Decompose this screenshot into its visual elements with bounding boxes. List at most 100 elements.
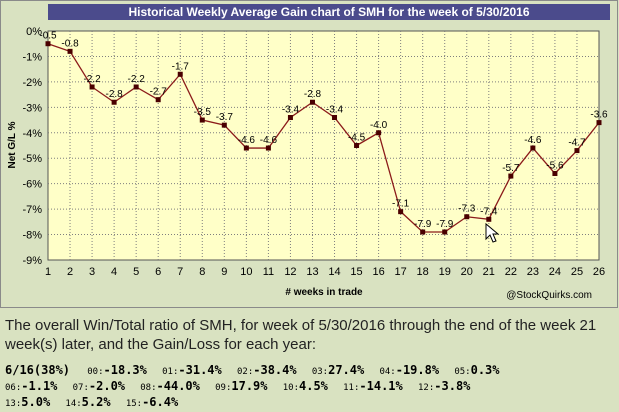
x-axis-label: # weeks in trade xyxy=(285,287,363,298)
data-label: -3.6 xyxy=(590,110,608,121)
x-tick-label: 12 xyxy=(284,266,296,278)
y-tick-label: -8% xyxy=(22,230,42,242)
win-ratio: 6/16(38%) xyxy=(5,363,71,377)
x-tick-label: 21 xyxy=(483,266,495,278)
year-result: 02:-38.4% xyxy=(236,363,297,377)
x-tick-label: 5 xyxy=(133,266,139,278)
year-result: 10:4.5% xyxy=(282,379,328,393)
year-result: 09:17.9% xyxy=(215,379,268,393)
data-label: -7.4 xyxy=(480,206,498,217)
x-tick-label: 20 xyxy=(461,266,473,278)
year-result: 04:-19.8% xyxy=(379,363,440,377)
tick-layer: 0%-1%-2%-3%-4%-5%-6%-7%-8%-9%1 2 3 4 5 6 7 8 9 10… xyxy=(22,26,605,278)
data-point xyxy=(464,214,470,220)
data-label: -2.7 xyxy=(150,87,168,98)
data-label: -7.1 xyxy=(392,199,410,210)
data-label: -2.8 xyxy=(106,89,124,100)
year-result: 14:5.2% xyxy=(65,395,111,409)
x-tick-label: 11 xyxy=(263,266,274,278)
data-point xyxy=(354,143,360,148)
data-label-layer: -0.5 -0.8 -2.2 -2.8 -2.2 -2.7 -1.7 -3.5 -3.7 -4.6… xyxy=(39,31,608,230)
x-tick-label: 8 xyxy=(199,266,205,278)
weekly-gain-chart: Historical Weekly Average Gain chart of … xyxy=(0,0,618,308)
y-axis-label: Net G/L % xyxy=(7,121,18,168)
data-label: -5.6 xyxy=(546,160,564,171)
yearly-results: 6/16(38%) 00:-18.3% 01:-31.4% 02:-38.4% … xyxy=(5,362,617,410)
data-label: -0.8 xyxy=(61,38,79,49)
data-label: -7.9 xyxy=(436,219,454,230)
x-tick-label: 19 xyxy=(439,266,451,278)
data-label: -3.4 xyxy=(282,105,300,116)
y-tick-label: -4% xyxy=(22,128,42,140)
x-tick-label: 2 xyxy=(67,266,73,278)
y-tick-label: 0% xyxy=(26,26,42,38)
series-layer xyxy=(45,41,602,235)
data-point xyxy=(552,170,558,176)
data-label: -5.7 xyxy=(502,163,520,174)
chart-title: Historical Weekly Average Gain chart of … xyxy=(128,5,529,19)
x-tick-label: 6 xyxy=(155,266,161,278)
data-label: -2.2 xyxy=(83,74,101,85)
data-point xyxy=(89,84,95,90)
data-point xyxy=(45,41,51,47)
data-point xyxy=(177,71,183,77)
data-point xyxy=(486,216,492,222)
data-point xyxy=(376,130,382,136)
year-result: 08:-44.0% xyxy=(140,379,200,393)
data-label: -4.0 xyxy=(370,120,388,131)
data-point xyxy=(221,122,227,128)
data-label: -1.7 xyxy=(172,61,190,72)
data-label: -3.5 xyxy=(194,107,212,118)
data-point xyxy=(309,99,315,105)
year-result: 05:0.3% xyxy=(454,363,500,377)
title-bar xyxy=(48,4,610,20)
data-point xyxy=(442,229,448,235)
x-tick-label: 15 xyxy=(350,266,362,278)
data-point xyxy=(265,145,271,151)
data-point xyxy=(420,229,426,235)
year-result: 07:-2.0% xyxy=(72,379,126,393)
data-point xyxy=(508,173,514,179)
plot-area xyxy=(47,30,600,261)
y-tick-label: -9% xyxy=(22,255,42,267)
year-result: 06:-1.1% xyxy=(5,379,58,393)
y-tick-label: -1% xyxy=(22,51,42,63)
credit-text: @StockQuirks.com xyxy=(506,290,592,301)
data-point xyxy=(133,84,139,90)
data-point xyxy=(199,117,205,123)
data-point xyxy=(596,120,602,126)
x-tick-label: 1 xyxy=(45,266,51,278)
data-label: -7.9 xyxy=(414,219,432,230)
data-label: -7.3 xyxy=(458,204,476,215)
year-result: 03:27.4% xyxy=(311,363,365,377)
data-label: -4.6 xyxy=(238,135,256,146)
x-tick-label: 13 xyxy=(306,266,318,278)
x-tick-label: 26 xyxy=(593,266,605,278)
summary-text: The overall Win/Total ratio of SMH, for … xyxy=(5,317,597,353)
data-label: -4.6 xyxy=(524,135,542,146)
y-tick-label: -5% xyxy=(22,153,42,165)
data-point xyxy=(111,99,117,105)
data-point xyxy=(67,48,73,54)
mouse-cursor-icon xyxy=(485,222,500,243)
data-label: -4.5 xyxy=(348,133,366,144)
x-tick-label: 10 xyxy=(240,266,252,278)
data-label: -2.8 xyxy=(304,89,322,100)
series-line xyxy=(47,43,600,233)
results-line-2: 06:-1.1% 07:-2.0% 08:-44.0% 09:17.9% 10:… xyxy=(5,378,617,394)
data-label: -2.2 xyxy=(128,74,146,85)
data-label: -0.5 xyxy=(39,31,57,42)
data-point xyxy=(530,145,536,151)
y-tick-label: -6% xyxy=(22,179,42,191)
y-tick-label: -3% xyxy=(22,102,42,114)
x-tick-label: 23 xyxy=(527,266,539,278)
data-point xyxy=(574,148,580,154)
data-label: -4.6 xyxy=(260,135,278,146)
data-label: -4.7 xyxy=(568,138,586,149)
year-result: 12:-3.8% xyxy=(418,379,471,393)
x-tick-label: 22 xyxy=(505,266,517,278)
data-point xyxy=(155,97,161,103)
data-point xyxy=(243,145,249,151)
data-point xyxy=(398,209,404,215)
data-point xyxy=(287,115,293,121)
